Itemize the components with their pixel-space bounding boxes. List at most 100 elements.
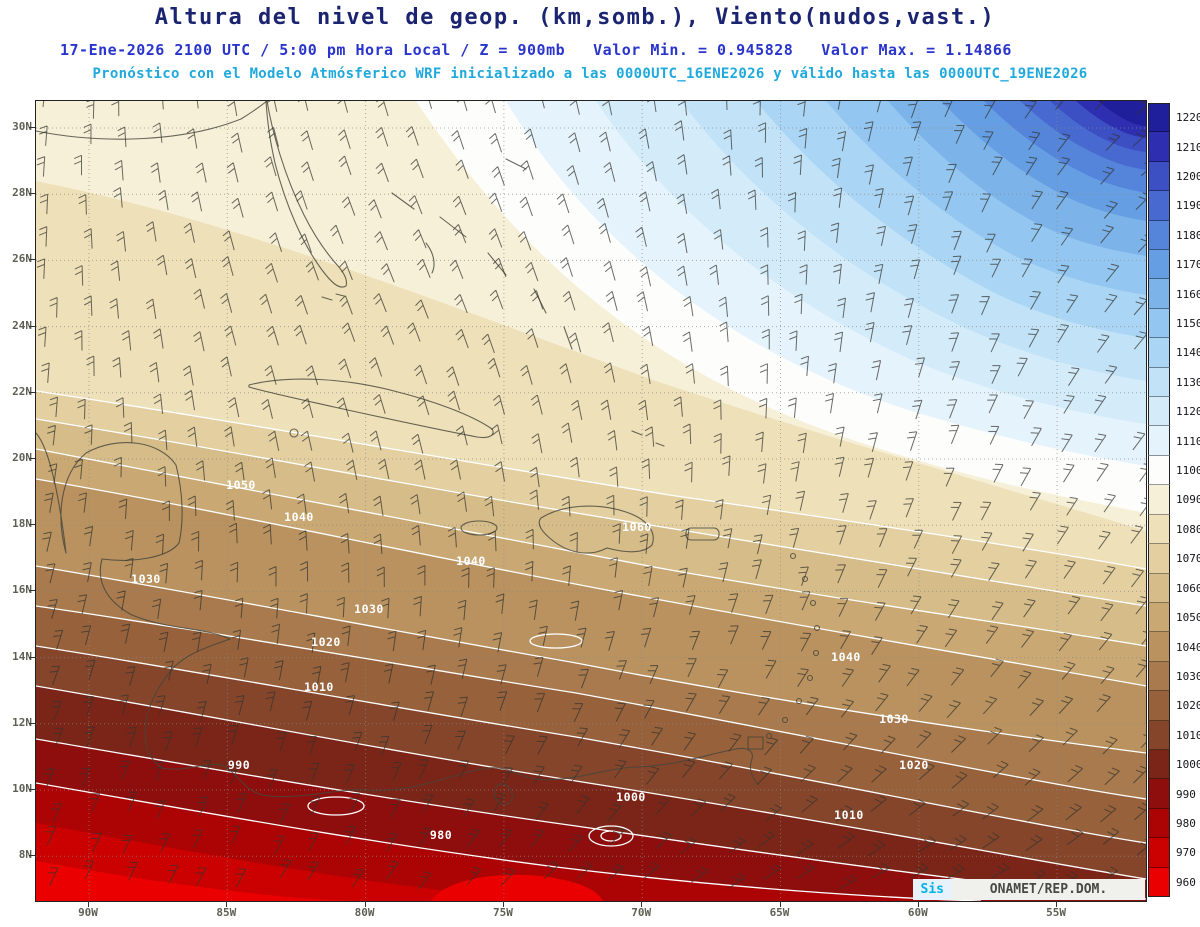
lat-tick-mark xyxy=(29,855,35,857)
lat-tick-mark xyxy=(29,722,35,724)
lat-tick-label: 14N xyxy=(12,649,32,663)
lon-tick-mark xyxy=(364,901,366,907)
colorbar-swatch xyxy=(1148,691,1170,721)
lon-tick-label: 80W xyxy=(354,906,375,919)
lat-tick-label: 8N xyxy=(18,848,32,862)
colorbar-tick-label: 1080 xyxy=(1176,522,1200,536)
colorbar-segment: 970 xyxy=(1148,838,1200,868)
lat-tick-label: 10N xyxy=(12,782,32,795)
lon-tick-label: 70W xyxy=(631,906,652,919)
colorbar-tick-label: 980 xyxy=(1176,816,1196,830)
colorbar-swatch xyxy=(1148,308,1170,339)
lat-tick-mark xyxy=(29,458,35,459)
agency-label: ONAMET/REP.DOM. xyxy=(952,879,1145,900)
colorbar-swatch xyxy=(1148,455,1170,486)
lat-tick-label: 22N xyxy=(12,384,32,398)
page-title: Altura del nivel de geop. (km,somb.), Vi… xyxy=(154,5,996,30)
lat-tick-label: 20N xyxy=(12,451,32,464)
lon-tick-mark xyxy=(502,901,504,907)
lon-tick-label: 90W xyxy=(78,906,98,919)
lat-tick-mark xyxy=(29,656,35,658)
colorbar-segment: 1190 xyxy=(1148,191,1200,221)
lat-tick-mark xyxy=(29,193,35,195)
contour-label: 1040 xyxy=(831,650,861,664)
colorbar-tick-label: 1040 xyxy=(1176,640,1200,654)
colorbar-segment: 1160 xyxy=(1148,279,1200,309)
colorbar-swatch xyxy=(1148,602,1170,633)
colorbar-segment: 1050 xyxy=(1148,602,1200,633)
colorbar-segment: 1090 xyxy=(1148,485,1200,515)
lat-tick-mark xyxy=(29,259,35,261)
colorbar-segment: 1060 xyxy=(1148,573,1200,603)
colorbar-swatch xyxy=(1148,426,1170,456)
lon-tick-mark xyxy=(917,901,919,907)
lon-tick-mark xyxy=(641,901,643,907)
contour-label: 1030 xyxy=(354,602,384,616)
colorbar-tick-label: 1190 xyxy=(1176,199,1200,213)
colorbar-tick-label: 1150 xyxy=(1176,317,1200,331)
colorbar-segment: 1120 xyxy=(1148,397,1200,427)
colorbar-swatch xyxy=(1148,250,1170,280)
colorbar-swatch xyxy=(1148,573,1170,603)
colorbar-segment: 1020 xyxy=(1148,691,1200,721)
colorbar-tick-label: 970 xyxy=(1176,846,1196,860)
value-min-label: Valor Min. = 0.945828 xyxy=(593,41,794,59)
colorbar-tick-label: 1030 xyxy=(1176,669,1200,683)
map-canvas: 1060 1050 1040 1040 1040 1030 1030 1030 1020 1020… xyxy=(35,100,1147,902)
contour-label: 1000 xyxy=(616,790,646,804)
lat-tick-label: 24N xyxy=(12,318,32,332)
colorbar-tick-label: 1170 xyxy=(1176,258,1200,272)
colorbar-tick-label: 1090 xyxy=(1176,493,1200,507)
contour-label: 1060 xyxy=(622,520,652,534)
lat-tick-mark xyxy=(29,325,35,327)
colorbar-swatch xyxy=(1148,161,1170,192)
colorbar-swatch xyxy=(1148,220,1170,251)
colorbar-swatch xyxy=(1148,720,1170,750)
contour-label: 1050 xyxy=(226,478,256,492)
colorbar-segment: 1100 xyxy=(1148,455,1200,486)
colorbar-segment: 1010 xyxy=(1148,720,1200,750)
colorbar-tick-label: 1160 xyxy=(1176,287,1200,301)
coastlines xyxy=(36,101,821,805)
lon-tick-label: 55W xyxy=(1046,906,1067,919)
lat-tick-label: 16N xyxy=(12,583,32,597)
colorbar-segment: 960 xyxy=(1148,867,1200,897)
lon-tick-mark xyxy=(226,901,228,907)
colorbar-segment: 1130 xyxy=(1148,367,1200,398)
colorbar-segment: 1080 xyxy=(1148,514,1200,545)
subtitle-datetime: 17-Ene-2026 2100 UTC / 5:00 pm Hora Loca… xyxy=(60,41,1160,59)
colorbar-swatch xyxy=(1148,514,1170,545)
colorbar-swatch xyxy=(1148,338,1170,368)
colorbar-swatch xyxy=(1148,661,1170,692)
colorbar-swatch xyxy=(1148,749,1170,780)
colorbar-tick-label: 960 xyxy=(1176,875,1196,889)
lat-tick-label: 28N xyxy=(12,186,32,200)
lat-tick-mark xyxy=(29,524,35,526)
valid-datetime-label: 17-Ene-2026 2100 UTC / 5:00 pm Hora Loca… xyxy=(60,41,566,59)
colorbar-swatch xyxy=(1148,397,1170,427)
contour-label: 1020 xyxy=(899,758,929,772)
colorbar-tick-label: 1140 xyxy=(1176,346,1200,360)
colorbar-tick-label: 1210 xyxy=(1176,140,1200,154)
contour-label: 1030 xyxy=(879,712,909,726)
colorbar-segment: 1220 xyxy=(1148,103,1200,133)
contour-label: 1040 xyxy=(284,510,314,524)
colorbar-swatch xyxy=(1148,132,1170,162)
shaded-bands xyxy=(36,101,1146,901)
colorbar-tick-label: 1010 xyxy=(1176,728,1200,742)
colorbar-swatch xyxy=(1148,279,1170,309)
colorbar-swatch xyxy=(1148,779,1170,809)
value-max-label: Valor Max. = 1.14866 xyxy=(821,41,1012,59)
colorbar-swatch xyxy=(1148,367,1170,398)
lat-tick-mark xyxy=(29,590,35,592)
contour-label: 1010 xyxy=(304,680,334,694)
wind-barbs xyxy=(36,101,1146,890)
lon-tick-label: 65W xyxy=(769,906,790,919)
lat-tick-mark xyxy=(29,127,35,128)
colorbar-tick-label: 1070 xyxy=(1176,552,1200,566)
shaded-field-svg: 1060 1050 1040 1040 1040 1030 1030 1030 1020 1020… xyxy=(36,101,1146,901)
contour-label: 1020 xyxy=(311,635,341,649)
colorbar-segment: 990 xyxy=(1148,779,1200,809)
lat-tick-mark xyxy=(29,391,35,393)
